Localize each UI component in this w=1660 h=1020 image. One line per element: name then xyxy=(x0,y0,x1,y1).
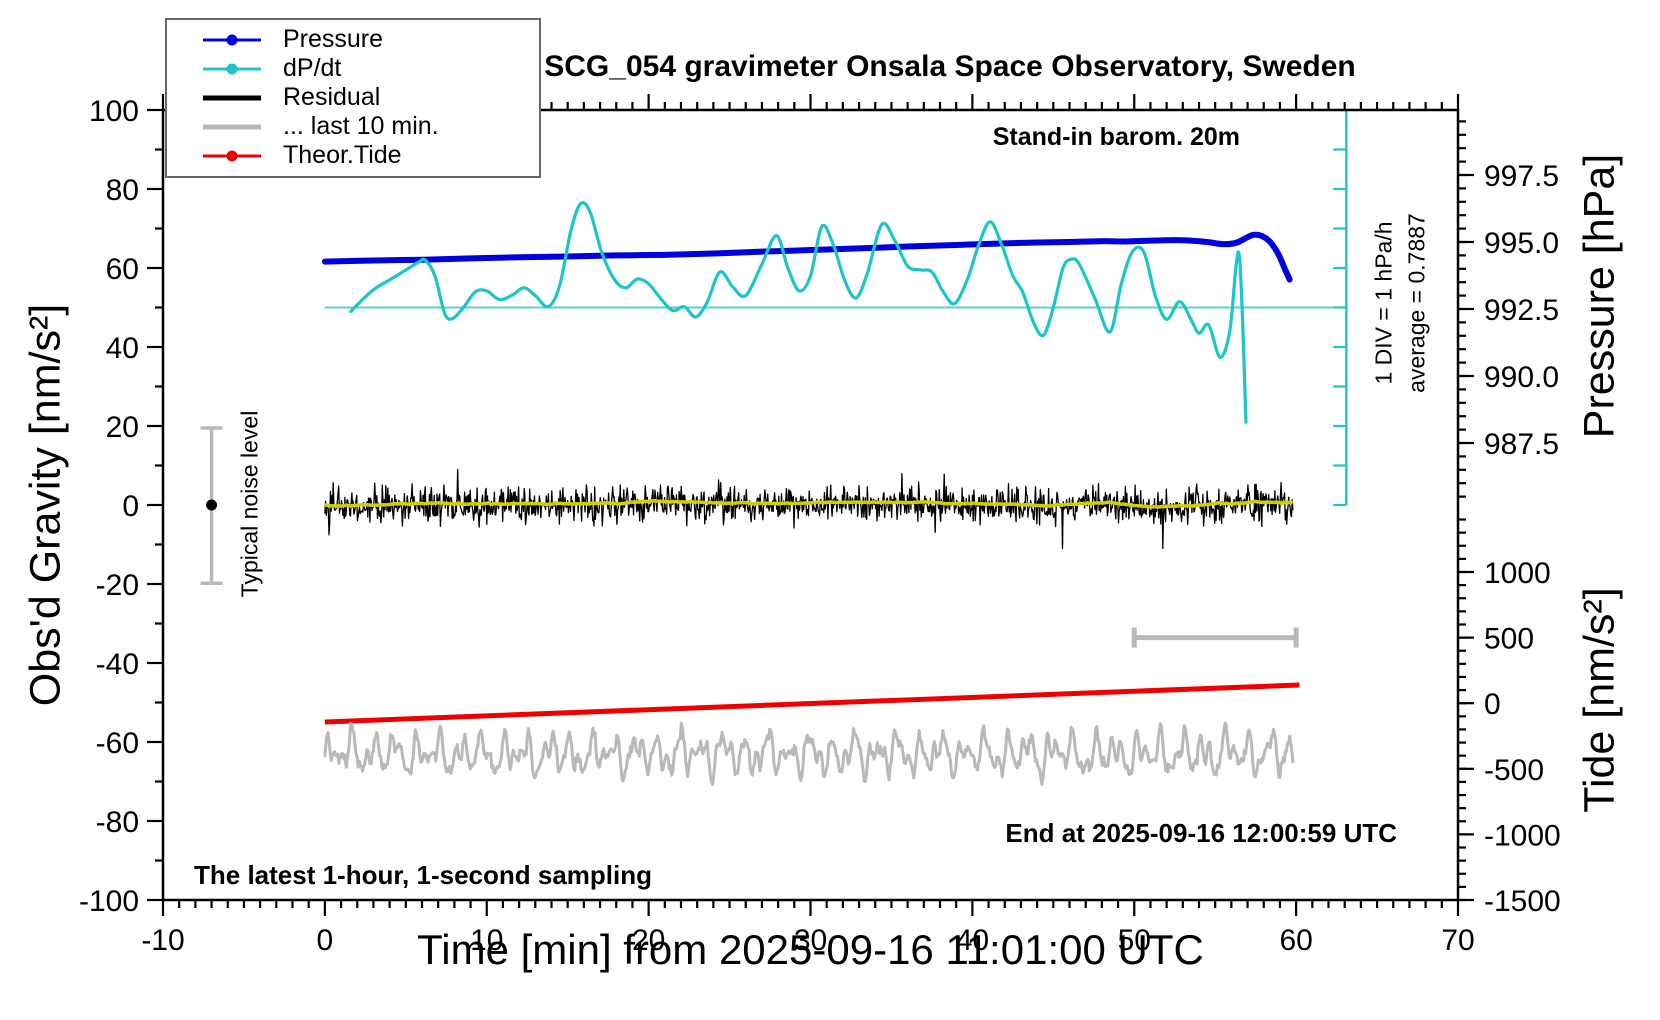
gravity-tick-label: -40 xyxy=(96,648,139,681)
gravity-tick-label: 60 xyxy=(106,253,139,286)
pressure-tick-label: 995.0 xyxy=(1484,227,1559,260)
tide-axis-title: Tide [nm/s²] xyxy=(1575,587,1624,813)
last10-minutes-trace xyxy=(323,721,1295,786)
legend-line-sample xyxy=(203,63,261,75)
tide-tick-label: -500 xyxy=(1484,754,1544,787)
legend-dot xyxy=(226,34,238,45)
gravity-tick-label: -60 xyxy=(96,727,139,760)
noise-level-dot xyxy=(206,499,218,511)
legend-item: Residual xyxy=(203,83,539,112)
tide-tick-label: -1000 xyxy=(1484,819,1561,852)
typical-noise-level-label: Typical noise level xyxy=(236,410,263,598)
legend-item-label: Residual xyxy=(283,83,381,111)
gravity-tick-label: 20 xyxy=(106,411,139,444)
x-tick-label: 50 xyxy=(1118,924,1151,957)
gravity-tick-label: -20 xyxy=(96,569,139,602)
legend-item: Pressure xyxy=(203,25,539,54)
pressure-tick-label: 987.5 xyxy=(1484,428,1559,461)
pressure-axis-title: Pressure [hPa] xyxy=(1575,153,1624,439)
pressure-tick-label: 992.5 xyxy=(1484,294,1559,327)
end-time-note: End at 2025-09-16 12:00:59 UTC xyxy=(1005,818,1397,848)
legend-item: dP/dt xyxy=(203,54,539,83)
x-tick-label: 10 xyxy=(470,924,503,957)
x-tick-label: 20 xyxy=(632,924,665,957)
dpdt-curve xyxy=(349,201,1248,424)
page-title: SCG_054 gravimeter Onsala Space Observat… xyxy=(544,50,1356,83)
legend-item-label: Theor.Tide xyxy=(283,141,402,169)
x-tick-label: 60 xyxy=(1279,924,1312,957)
legend-item-label: ... last 10 min. xyxy=(283,112,439,140)
tide-tick-label: 0 xyxy=(1484,688,1501,721)
gravity-tick-label: -80 xyxy=(96,806,139,839)
legend-line-sample xyxy=(203,34,261,46)
legend-dot xyxy=(226,63,238,74)
tide-tick-label: 1000 xyxy=(1484,557,1551,590)
stand-in-barometer-note: Stand-in barom. 20m xyxy=(992,123,1240,151)
pressure-curve xyxy=(321,231,1293,283)
legend-dot xyxy=(226,150,238,161)
x-tick-label: 30 xyxy=(794,924,827,957)
gravity-tick-label: 80 xyxy=(106,174,139,207)
div-scale-note: 1 DIV = 1 hPa/h xyxy=(1370,221,1397,385)
x-axis-title: Time [min] from 2025-09-16 11:01:00 UTC xyxy=(417,926,1204,973)
gravity-tick-label: -100 xyxy=(79,885,139,918)
legend-item: ... last 10 min. xyxy=(203,112,539,141)
legend-line-sample xyxy=(203,150,261,162)
x-tick-label: 70 xyxy=(1441,924,1474,957)
legend-item-label: dP/dt xyxy=(283,54,342,82)
pressure-tick-label: 997.5 xyxy=(1484,160,1559,193)
legend-item-label: Pressure xyxy=(283,25,384,53)
gravity-axis-title: Obs'd Gravity [nm/s²] xyxy=(21,303,70,707)
legend: Pressure dP/dt Residual... last 10 min. The… xyxy=(165,18,541,178)
gravity-tick-label: 100 xyxy=(89,95,139,128)
legend-line-sample xyxy=(203,121,261,133)
legend-item: Theor.Tide xyxy=(203,141,539,170)
pressure-tick-label: 990.0 xyxy=(1484,361,1559,394)
legend-line-sample xyxy=(203,92,261,104)
average-value-note: average = 0.7887 xyxy=(1403,213,1430,393)
x-tick-label: 0 xyxy=(317,924,334,957)
gravity-tick-label: 0 xyxy=(122,490,139,523)
theoretical-tide-line xyxy=(324,682,1300,725)
x-tick-label: -10 xyxy=(141,924,184,957)
residual-trace xyxy=(324,468,1294,550)
x-tick-label: 40 xyxy=(956,924,989,957)
gravity-tick-label: 40 xyxy=(106,332,139,365)
residual-smoothed-line xyxy=(323,498,1294,509)
tide-tick-label: -1500 xyxy=(1484,885,1561,918)
sampling-note: The latest 1-hour, 1-second sampling xyxy=(194,860,652,890)
tide-tick-label: 500 xyxy=(1484,623,1534,656)
